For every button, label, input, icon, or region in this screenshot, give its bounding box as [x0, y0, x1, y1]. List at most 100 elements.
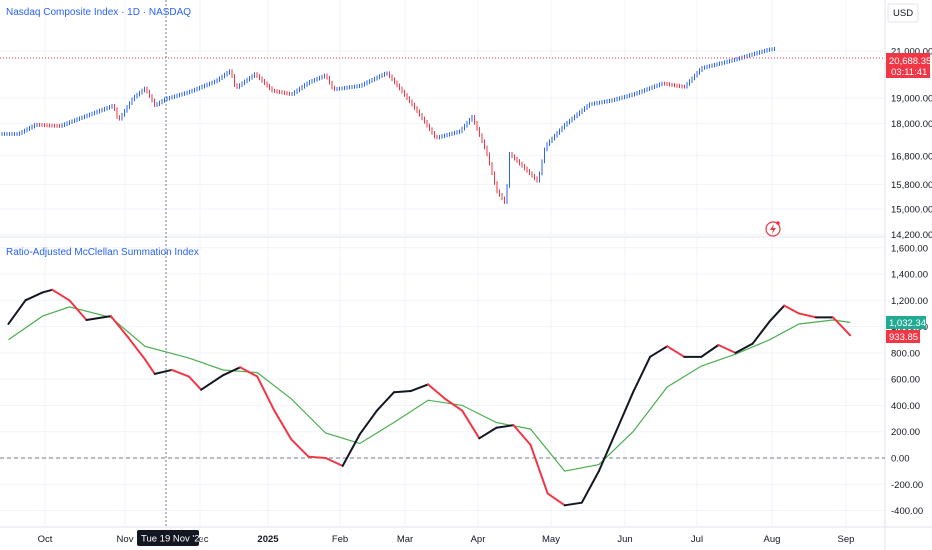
crosshair-date-label: Tue 19 Nov '24 — [141, 534, 205, 545]
time-tick-label: Aug — [764, 534, 781, 545]
summation-segment — [187, 375, 203, 391]
crosshair-date-tag — [137, 530, 199, 546]
summation-segment — [324, 457, 344, 467]
summation-segment — [153, 368, 173, 375]
summation-segment — [751, 320, 771, 345]
summation-segment — [797, 312, 818, 319]
time-tick-label: Jul — [691, 534, 703, 545]
summation-segment — [222, 366, 242, 377]
summation-segment — [307, 455, 327, 459]
time-tick-label: Oct — [38, 534, 53, 545]
summation-segment — [529, 443, 549, 495]
summation-segment — [495, 424, 515, 429]
indicator-tick-label: 800.00 — [891, 348, 920, 359]
indicator-pane[interactable] — [0, 247, 885, 512]
chart-title: Nasdaq Composite Index · 1D · NASDAQ — [6, 7, 191, 18]
summation-segment — [546, 492, 566, 507]
summation-segment — [512, 424, 532, 446]
indicator-tick-label: 200.00 — [891, 427, 920, 438]
summation-segment — [461, 409, 481, 440]
time-tick-label: Jun — [617, 534, 632, 545]
price-tick-label: 21,000.00 — [891, 47, 932, 58]
summation-segment — [580, 470, 600, 504]
summation-segment — [700, 343, 720, 358]
indicator-tick-label: -400.00 — [891, 506, 923, 517]
indicator-tick-label: 1,400.00 — [891, 270, 928, 281]
time-tick-label: Apr — [471, 534, 486, 545]
summation-segment — [126, 336, 147, 361]
price-tick-label: 18,000.00 — [891, 119, 932, 130]
summation-value-tag — [886, 330, 920, 343]
summation-segment — [144, 358, 156, 375]
indicator-tick-label: 400.00 — [891, 401, 920, 412]
summation-segment — [614, 391, 635, 433]
summation-segment — [717, 343, 737, 354]
summation-segment — [444, 397, 464, 412]
summation-segment — [68, 299, 88, 322]
summation-segment — [783, 304, 800, 315]
time-tick-label: May — [542, 534, 560, 545]
signal-value-label: 1,032.34 — [889, 318, 926, 329]
lightning-icon[interactable] — [765, 221, 781, 237]
summation-segment — [239, 366, 259, 378]
indicator-lines — [7, 288, 852, 507]
summation-segment — [832, 316, 852, 337]
indicator-tick-label: 1,600.00 — [891, 243, 928, 254]
price-tick-label: 19,000.00 — [891, 93, 932, 104]
signal-line — [8, 306, 851, 472]
summation-segment — [200, 374, 225, 391]
summation-segment — [41, 288, 54, 294]
summation-segment — [290, 438, 310, 458]
currency-badge[interactable] — [887, 3, 919, 23]
time-tick-label: Dec — [192, 534, 209, 545]
signal-value-tag — [886, 316, 926, 329]
summation-segment — [392, 389, 412, 394]
time-axis: Oct Nov Dec 2025 Feb Mar Apr May Jun Jul Aug Sep — [38, 534, 855, 545]
summation-segment — [768, 304, 786, 323]
price-tick-label: 15,800.00 — [891, 180, 932, 191]
summation-segment — [24, 291, 44, 302]
summation-segment — [170, 368, 190, 378]
summation-segment — [256, 375, 276, 412]
price-bars — [1, 46, 775, 204]
time-tick-label: 2025 — [257, 534, 279, 545]
indicator-title: Ratio-Adjusted McClellan Summation Index — [6, 247, 199, 258]
summation-segment — [7, 299, 27, 325]
indicator-tick-label: 1,200.00 — [891, 296, 928, 307]
indicator-axis: 1,600.001,400.001,200.001,000.00800.0060… — [891, 243, 928, 517]
summation-segment — [375, 391, 395, 412]
summation-segment — [478, 426, 498, 440]
summation-segment — [410, 383, 430, 392]
price-tick-label: 16,800.00 — [891, 151, 932, 162]
price-axis: 21,000.00 19,000.00 18,000.00 16,800.00 15,8… — [891, 47, 932, 242]
countdown-label: 03:11:41 — [891, 67, 927, 78]
summation-value-label: 933.85 — [889, 332, 918, 343]
indicator-tick-label: 600.00 — [891, 375, 920, 386]
currency-label: USD — [893, 8, 913, 19]
time-tick-label: Nov — [117, 534, 134, 545]
summation-segment — [341, 433, 361, 467]
last-price-label: 20,688.35 — [889, 56, 931, 67]
summation-segment — [563, 501, 583, 507]
summation-segment — [273, 409, 293, 441]
summation-segment — [51, 288, 71, 302]
summation-segment — [358, 409, 378, 436]
summation-segment — [597, 430, 617, 473]
price-tick-label: 15,000.00 — [891, 205, 932, 216]
time-tick-label: Feb — [332, 534, 348, 545]
summation-segment — [734, 342, 754, 354]
indicator-tick-label: 0.00 — [891, 454, 910, 465]
summation-segment — [109, 315, 129, 339]
summation-segment — [427, 383, 447, 400]
price-tick-label: 14,200.00 — [891, 230, 932, 241]
price-pane[interactable] — [0, 0, 885, 527]
summation-segment — [649, 345, 669, 358]
summation-segment — [666, 345, 686, 358]
summation-segment — [85, 315, 112, 322]
summation-segment — [632, 355, 652, 394]
last-price-tag — [886, 53, 930, 78]
indicator-tick-label: -200.00 — [891, 480, 923, 491]
time-tick-label: Sep — [838, 534, 855, 545]
time-tick-label: Mar — [397, 534, 413, 545]
